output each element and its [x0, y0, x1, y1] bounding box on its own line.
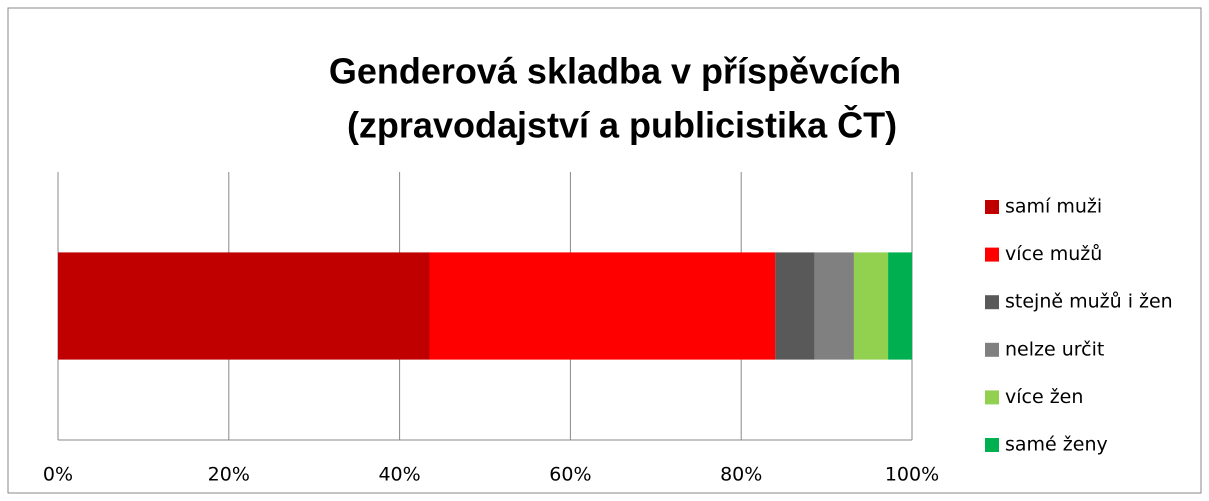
legend-swatch — [985, 295, 999, 310]
legend-label: více žen — [1005, 386, 1083, 408]
x-tick-label: 40% — [378, 464, 420, 486]
chart-title: Genderová skladba v příspěvcích — [329, 51, 901, 92]
legend-label: samí muži — [1005, 196, 1102, 218]
legend-label: více mužů — [1005, 243, 1102, 265]
bar-segment — [814, 252, 854, 360]
bar-segment — [429, 252, 776, 360]
legend-swatch — [985, 438, 999, 452]
chart-title: (zpravodajství a publicistika ČT) — [347, 104, 897, 146]
legend-label: stejně mužů i žen — [1005, 291, 1173, 313]
legend-swatch — [985, 342, 999, 357]
legend-label: samé ženy — [1005, 434, 1108, 456]
legend-swatch — [985, 247, 999, 262]
x-tick-label: 100% — [885, 464, 939, 486]
x-tick-label: 0% — [43, 464, 73, 486]
chart-border — [7, 7, 1202, 494]
x-tick-label: 60% — [549, 464, 591, 486]
legend-swatch — [985, 390, 999, 405]
x-tick-label: 20% — [208, 464, 250, 486]
bar-segment — [775, 252, 815, 360]
x-tick-label: 80% — [720, 464, 762, 486]
legend-swatch — [985, 200, 999, 214]
bar-segment — [888, 252, 912, 360]
legend-label: nelze určit — [1005, 338, 1104, 360]
bar-segment — [853, 252, 889, 360]
bar-segment — [58, 252, 430, 360]
